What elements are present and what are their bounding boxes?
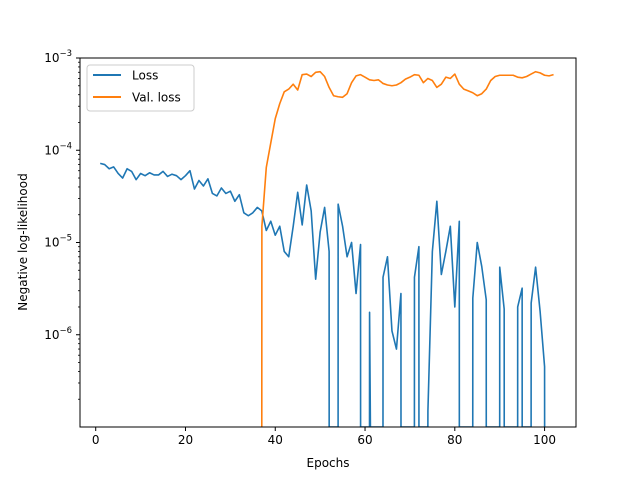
series-line-val-loss	[260, 70, 554, 427]
x-tick-label: 60	[357, 433, 372, 447]
x-tick-label: 0	[92, 433, 100, 447]
series-line-loss	[100, 162, 546, 427]
x-tick-label: 40	[268, 433, 283, 447]
legend-label-val-loss: Val. loss	[132, 91, 181, 105]
x-axis: 0 20 40 60 80 100	[92, 427, 556, 447]
x-tick-label: 100	[533, 433, 556, 447]
y-tick-label: 10−6	[44, 326, 72, 342]
y-axis-label: Negative log-likelihood	[16, 173, 30, 310]
legend-label-loss: Loss	[132, 69, 158, 83]
legend: Loss Val. loss	[86, 64, 195, 112]
y-tick-label: 10−5	[44, 234, 72, 250]
x-tick-label: 80	[447, 433, 462, 447]
legend-box	[86, 64, 195, 112]
x-axis-label: Epochs	[307, 456, 350, 470]
series-layer	[100, 70, 554, 427]
y-tick-label: 10−4	[44, 141, 72, 157]
x-tick-label: 20	[178, 433, 193, 447]
y-tick-label: 10−3	[44, 49, 72, 65]
y-axis: 10−6 10−5 10−4 10−3	[44, 49, 80, 400]
